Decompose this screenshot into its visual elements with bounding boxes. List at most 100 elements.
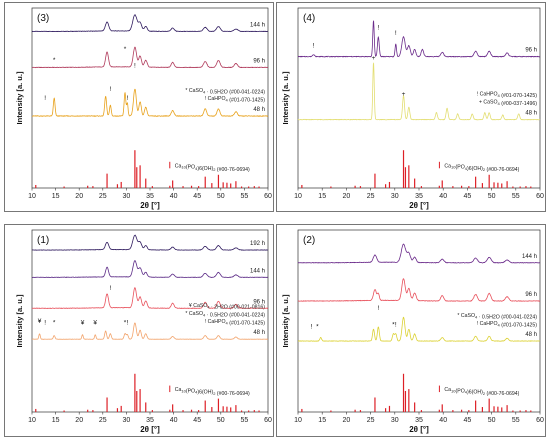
reference-legend-label: Ca10(PO4)6(OH)2 (#00-76-0694) [175, 387, 250, 397]
phase-marker: ! [313, 43, 315, 50]
x-tick-label: 30 [391, 193, 399, 200]
phase-marker: ! [126, 320, 128, 327]
phase-marker: ¥ [81, 320, 85, 327]
phase-marker: ! [377, 305, 379, 312]
x-tick-label: 40 [170, 417, 178, 424]
series-label: 192 h [250, 241, 265, 247]
phase-marker: + [372, 55, 376, 62]
x-tick-label: 30 [391, 417, 399, 424]
series-label: 144 h [522, 254, 537, 260]
x-tick-label: 25 [367, 417, 375, 424]
series-trace [31, 260, 269, 278]
x-tick-label: 45 [193, 193, 201, 200]
phase-legend-entry: ! CaHPO4 (#01-070-1425) [205, 96, 265, 103]
phase-marker: * [124, 46, 127, 53]
series-label: 96 h [253, 58, 265, 64]
x-tick-label: 55 [512, 417, 520, 424]
series-label: 96 h [253, 299, 265, 305]
y-axis-label: Intensity [a. u.] [15, 71, 24, 124]
phase-marker: ! [311, 323, 313, 330]
x-tick-label: 30 [123, 193, 131, 200]
x-axis-label: 2θ [°] [140, 201, 160, 210]
x-tick-label: 35 [146, 417, 154, 424]
x-tick-label: 25 [99, 417, 107, 424]
series-trace [297, 62, 541, 121]
x-tick-label: 40 [170, 193, 178, 200]
reference-legend-label: Ca10(PO4)6(OH)2 (#00-76-0694) [175, 163, 250, 173]
x-tick-label: 55 [241, 417, 249, 424]
series-label: 48 h [253, 330, 265, 336]
series-trace [31, 234, 269, 251]
phase-marker: + [402, 91, 406, 98]
x-tick-label: 10 [294, 193, 302, 200]
phase-legend-entry: ¥ CaSO4 · 2H2O (#00-021-0816) [189, 303, 265, 310]
phase-legend-entry: * CaSO4 · 0.5H2O (#00-041-0224) [185, 88, 265, 95]
x-tick-label: 25 [367, 193, 375, 200]
plot-area [297, 229, 541, 413]
x-tick-label: 20 [75, 417, 83, 424]
panel-4: (4) 10 15 20 25 30 35 40 45 50 55 60 2θ [°] Intensity… [276, 2, 546, 212]
x-tick-label: 55 [512, 193, 520, 200]
panel-3: (3) 10 15 20 25 30 35 40 45 50 55 60 2θ [°] Intensity… [4, 2, 274, 212]
panel-frame [4, 224, 274, 437]
x-tick-label: 45 [464, 417, 472, 424]
series-trace [31, 88, 269, 117]
panel-frame [276, 2, 546, 212]
phase-legend-entry: ! CaHPO4 (#01-070-1425) [205, 319, 265, 326]
y-axis-label: Intensity [a. u.] [15, 294, 24, 347]
x-tick-label: 10 [28, 193, 36, 200]
x-tick-label: 50 [217, 417, 225, 424]
panel-2: (2) 10 15 20 25 30 35 40 45 50 55 60 2θ [°] Intensity… [276, 224, 546, 437]
series-label: 96 h [525, 292, 537, 298]
phase-marker: ¥ [38, 318, 42, 325]
panel-title: (3) [37, 13, 49, 24]
phase-legend-entry: ! CaHPO4 (#01-070-1425) [477, 92, 537, 99]
phase-marker: ¥ [93, 320, 97, 327]
x-tick-label: 10 [294, 417, 302, 424]
phase-marker: ! [126, 95, 128, 102]
x-tick-label: 40 [439, 417, 447, 424]
panel-title: (4) [303, 13, 315, 24]
x-axis-label: 2θ [°] [409, 201, 429, 210]
reference-legend-label: Ca10(PO4)6(OH)2 (#00-76-0694) [444, 387, 519, 397]
x-tick-label: 15 [318, 193, 326, 200]
phase-legend-entry: + CaSO4 (#00-037-1496) [479, 100, 537, 107]
series-trace [297, 316, 541, 342]
x-tick-label: 20 [75, 193, 83, 200]
series-trace [31, 287, 269, 309]
phase-marker: ! [395, 30, 397, 37]
x-tick-label: 35 [415, 417, 423, 424]
x-axis-label: 2θ [°] [409, 425, 429, 434]
x-tick-label: 25 [99, 193, 107, 200]
x-tick-label: 35 [146, 193, 154, 200]
series-label: 48 h [525, 332, 537, 338]
phase-legend-entry: ! CaHPO4 (#01-070-1425) [477, 321, 537, 328]
x-tick-label: 15 [52, 193, 60, 200]
x-tick-label: 45 [193, 417, 201, 424]
phase-marker: ! [134, 62, 136, 69]
panel-frame [4, 2, 274, 212]
series-label: 48 h [525, 111, 537, 117]
series-label: 96 h [525, 48, 537, 54]
reference-legend-label: Ca10(PO4)6(OH)2 (#00-76-0694) [444, 163, 519, 173]
x-tick-label: 15 [318, 417, 326, 424]
phase-marker: ! [44, 320, 46, 327]
series-label: 144 h [250, 268, 265, 274]
series-trace [297, 278, 541, 302]
series-label: 144 h [250, 22, 265, 28]
phase-legend-entry: * CaSO4 · 0.5H2O (#00-041-0224) [185, 311, 265, 318]
x-tick-label: 60 [536, 193, 544, 200]
phase-marker: * [53, 320, 56, 327]
y-axis-label: Intensity [a. u.] [281, 294, 290, 347]
phase-marker: ! [377, 25, 379, 32]
x-tick-label: 50 [488, 193, 496, 200]
panel-title: (1) [37, 235, 49, 246]
x-tick-label: 55 [241, 193, 249, 200]
series-trace [31, 14, 269, 33]
phase-legend-entry: * CaSO4 · 0.5H2O (#00-041-0224) [457, 313, 537, 320]
x-axis-label: 2θ [°] [140, 425, 160, 434]
x-tick-label: 50 [488, 417, 496, 424]
x-tick-label: 60 [264, 417, 272, 424]
x-tick-label: 15 [52, 417, 60, 424]
